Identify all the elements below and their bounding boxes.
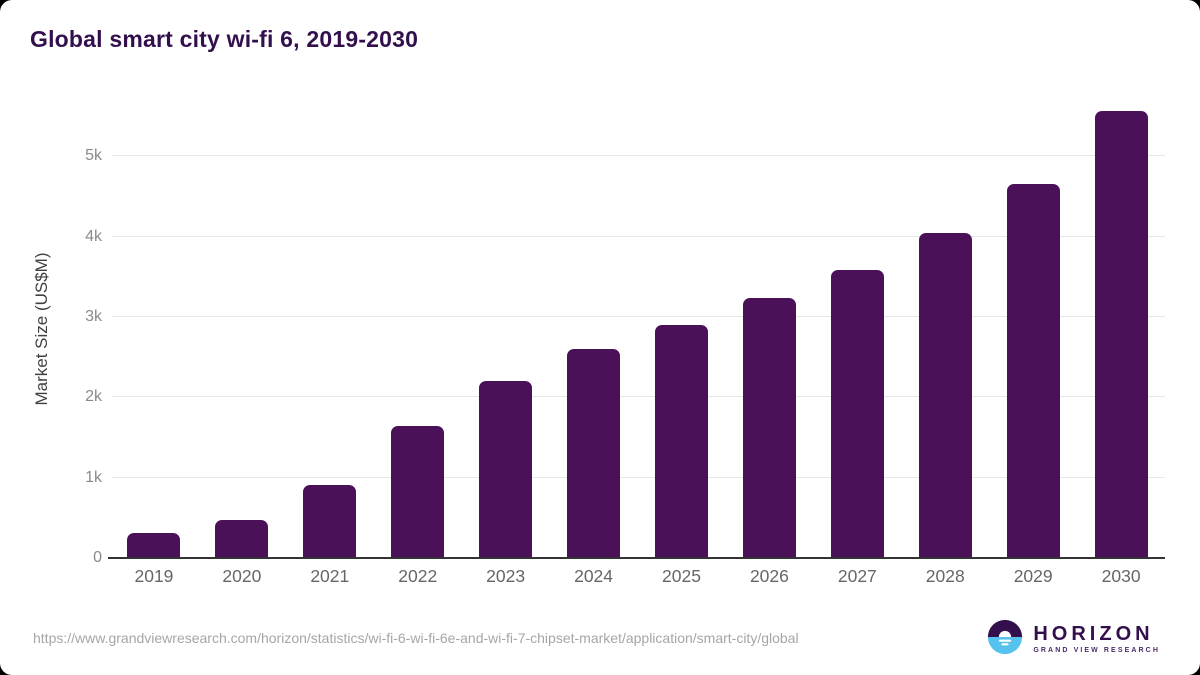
logo-tagline: GRAND VIEW RESEARCH <box>1033 647 1160 654</box>
x-tick-label-2027: 2027 <box>837 566 877 586</box>
bar-slot-2021 <box>286 100 374 558</box>
footer: https://www.grandviewresearch.com/horizo… <box>0 613 1200 675</box>
bar-2030[interactable] <box>1094 110 1148 558</box>
source-url: https://www.grandviewresearch.com/horizo… <box>33 630 799 647</box>
chart-title: Global smart city wi-fi 6, 2019-2030 <box>30 26 419 52</box>
bar-2025[interactable] <box>654 324 708 558</box>
bar-slot-2024 <box>550 100 638 558</box>
logo-name: HORIZON <box>1033 623 1154 645</box>
bar-slot-2028 <box>901 100 989 558</box>
bar-2029[interactable] <box>1006 184 1060 558</box>
bar-slot-2023 <box>462 100 550 558</box>
y-tick-label-4k: 4k <box>85 227 102 245</box>
x-tick-label-2028: 2028 <box>925 566 965 586</box>
bar-2022[interactable] <box>391 426 445 558</box>
bar-2026[interactable] <box>742 298 796 558</box>
x-tick-label-2023: 2023 <box>486 566 526 586</box>
gridline-5k <box>112 155 1165 157</box>
bar-2023[interactable] <box>479 381 533 558</box>
x-tick-label-2022: 2022 <box>398 566 438 586</box>
plot-area: 0 1k 2k 3k 4k 5k <box>85 100 1165 566</box>
x-tick-label-2025: 2025 <box>662 566 701 586</box>
gridline-1k <box>112 476 1165 478</box>
bar-slot-2025 <box>638 100 726 558</box>
horizon-logo-icon <box>986 618 1024 661</box>
bar-2024[interactable] <box>567 349 621 558</box>
x-tick-label-2024: 2024 <box>574 566 614 586</box>
x-tick-label-2026: 2026 <box>749 566 789 586</box>
x-axis-labels: 2019 2020 2021 2022 2023 2024 2025 2026 2027 2028… <box>110 566 1165 587</box>
bar-2020[interactable] <box>215 519 269 558</box>
bar-slot-2020 <box>198 100 286 558</box>
bar-slot-2027 <box>813 100 901 558</box>
x-axis-line <box>108 557 1165 559</box>
gridline-3k <box>112 315 1165 317</box>
bar-slot-2022 <box>374 100 462 558</box>
gridline-4k <box>112 235 1165 237</box>
bar-slot-2030 <box>1077 100 1165 558</box>
bar-slot-2019 <box>110 100 198 558</box>
x-tick-label-2029: 2029 <box>1013 566 1053 586</box>
y-tick-label-0: 0 <box>93 549 102 566</box>
x-tick-label-2019: 2019 <box>134 566 174 586</box>
y-tick-label-1k: 1k <box>85 468 102 486</box>
bar-slot-2026 <box>725 100 813 558</box>
bar-2028[interactable] <box>918 233 972 558</box>
bar-2019[interactable] <box>127 533 181 558</box>
x-tick-label-2021: 2021 <box>310 566 350 586</box>
y-axis-title: Market Size (US$M) <box>32 252 51 406</box>
horizon-logo: HORIZON GRAND VIEW RESEARCH <box>986 618 1160 661</box>
bar-2027[interactable] <box>830 269 884 558</box>
y-tick-label-2k: 2k <box>85 388 102 406</box>
gridline-2k <box>112 396 1165 398</box>
x-tick-label-2030: 2030 <box>1101 566 1141 586</box>
x-tick-label-2020: 2020 <box>222 566 262 586</box>
y-tick-label-3k: 3k <box>85 307 102 325</box>
bar-2021[interactable] <box>303 484 357 558</box>
bar-slot-2029 <box>989 100 1077 558</box>
bars-row <box>110 100 1165 558</box>
y-tick-label-5k: 5k <box>85 147 102 165</box>
